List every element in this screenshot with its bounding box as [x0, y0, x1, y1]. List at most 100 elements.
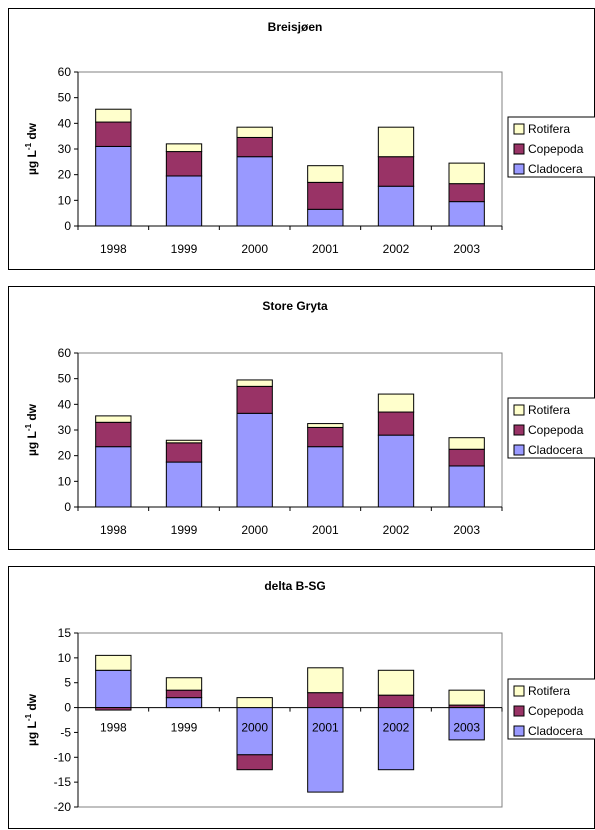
x-tick-label: 2000: [241, 523, 268, 537]
chart-title: Breisjøen: [268, 20, 323, 34]
x-tick-label: 2003: [453, 721, 480, 735]
bar-copepoda-2002: [377, 411, 415, 436]
bar-rotifera-2000: [236, 697, 273, 709]
legend-swatch-rotifera: [513, 123, 525, 135]
y-tick-label: 40: [58, 397, 72, 411]
y-tick-label: 60: [58, 65, 72, 79]
legend-swatch-copepoda: [513, 705, 525, 717]
x-tick-label: 1999: [171, 523, 198, 537]
bar-cladocera-2003: [448, 707, 485, 741]
y-tick-label: 20: [58, 449, 72, 463]
bar-cladocera-2003: [448, 465, 485, 508]
bar-cladocera-2001: [307, 707, 344, 793]
legend-swatch-rotifera: [513, 685, 525, 697]
chart-title: Store Gryta: [262, 299, 328, 313]
y-tick-label: 40: [58, 116, 72, 130]
legend-label-cladocera: Cladocera: [528, 724, 583, 738]
bar-copepoda-2000: [236, 385, 273, 414]
bar-rotifera-2002: [377, 669, 415, 696]
y-tick-label: 10: [58, 651, 72, 665]
y-tick-label: -10: [54, 750, 72, 764]
bar-rotifera-1999: [165, 143, 203, 153]
legend-swatch-cladocera: [513, 444, 525, 456]
y-tick-label: 5: [64, 676, 71, 690]
plot-area: [77, 71, 503, 227]
bar-cladocera-2002: [377, 434, 415, 508]
legend-label-copepoda: Copepoda: [528, 704, 584, 718]
y-tick-label: 60: [58, 346, 72, 360]
bar-copepoda-2001: [307, 426, 344, 448]
bar-rotifera-1999: [165, 439, 203, 444]
bar-rotifera-2003: [448, 689, 485, 706]
y-tick-label: 15: [58, 626, 72, 640]
y-tick-label: 10: [58, 193, 72, 207]
bar-copepoda-2000: [236, 136, 273, 158]
x-tick-label: 2002: [383, 721, 410, 735]
bar-rotifera-2001: [307, 667, 344, 694]
legend-swatch-rotifera: [513, 404, 525, 416]
bar-rotifera-1998: [95, 108, 132, 123]
y-tick-label: 20: [58, 168, 72, 182]
x-tick-label: 2001: [312, 721, 339, 735]
x-tick-label: 2001: [312, 523, 339, 537]
plot-area: [77, 632, 503, 808]
chart-store-gryta: Store Gryta 0 10 20 30 40 50 60 µg L-1 dw 1998 199…: [24, 299, 595, 537]
x-tick-label: 2000: [241, 721, 268, 735]
legend: Rotifera Copepoda Cladocera: [507, 116, 595, 178]
bar-cladocera-2000: [236, 156, 273, 227]
bar-copepoda-1998: [95, 707, 132, 711]
y-axis-label: µg L-1 dw: [24, 122, 39, 175]
legend-label-rotifera: Rotifera: [528, 684, 570, 698]
y-tick-label: 0: [64, 219, 71, 233]
y-axis-label-sup: -1: [24, 423, 33, 431]
y-tick-label: 0: [64, 500, 71, 514]
bar-rotifera-2002: [377, 393, 415, 413]
legend-label-cladocera: Cladocera: [528, 162, 583, 176]
bar-rotifera-2000: [236, 379, 273, 387]
x-tick-label: 2002: [383, 242, 410, 256]
y-tick-label: 30: [58, 423, 72, 437]
bar-cladocera-2002: [377, 185, 415, 227]
y-axis-label: µg L-1 dw: [24, 693, 39, 746]
bar-copepoda-2001: [307, 181, 344, 210]
x-tick-label: 2001: [312, 242, 339, 256]
bar-cladocera-2003: [448, 201, 485, 227]
y-tick-label: 50: [58, 91, 72, 105]
legend-label-rotifera: Rotifera: [528, 122, 570, 136]
y-tick-label: 10: [58, 474, 72, 488]
y-axis-label-main: µg L: [25, 150, 39, 175]
y-tick-label: -15: [54, 775, 72, 789]
legend-label-cladocera: Cladocera: [528, 443, 583, 457]
y-axis-label-tail: dw: [25, 122, 39, 143]
y-tick-label: 50: [58, 372, 72, 386]
legend-swatch-cladocera: [513, 725, 525, 737]
legend-label-copepoda: Copepoda: [528, 142, 584, 156]
chart-delta-b-sg: delta B-SG -20 -15 -10 -5 0 5 10 15 µg L-1 dw 1998…: [24, 579, 595, 814]
bar-rotifera-1999: [165, 677, 203, 691]
x-tick-label: 1999: [171, 242, 198, 256]
bar-rotifera-2002: [377, 126, 415, 158]
y-tick-label: -5: [60, 725, 71, 739]
plot-area: [77, 352, 503, 508]
x-tick-label: 2002: [383, 523, 410, 537]
bar-cladocera-2002: [377, 707, 415, 771]
x-tick-label: 1998: [100, 721, 127, 735]
bar-rotifera-2003: [448, 437, 485, 450]
bar-cladocera-1999: [165, 461, 203, 508]
bar-copepoda-2002: [377, 694, 415, 709]
bar-cladocera-1999: [165, 175, 203, 227]
y-axis-label-tail: dw: [25, 693, 39, 714]
bar-copepoda-1999: [165, 151, 203, 177]
y-tick-label: 0: [64, 701, 71, 715]
bar-copepoda-1998: [95, 421, 132, 448]
bar-copepoda-2003: [448, 448, 485, 467]
y-axis-label: µg L-1 dw: [24, 403, 39, 456]
bar-copepoda-2002: [377, 156, 415, 187]
chart-panel-delta-b-sg: delta B-SG -20 -15 -10 -5 0 5 10 15 µg L-1 dw 1998…: [8, 566, 595, 829]
bar-cladocera-1998: [95, 669, 132, 709]
y-tick-label: 30: [58, 142, 72, 156]
bar-copepoda-1998: [95, 121, 132, 147]
bar-copepoda-1999: [165, 442, 203, 463]
y-axis-label-sup: -1: [24, 142, 33, 150]
bar-cladocera-1999: [165, 697, 203, 709]
